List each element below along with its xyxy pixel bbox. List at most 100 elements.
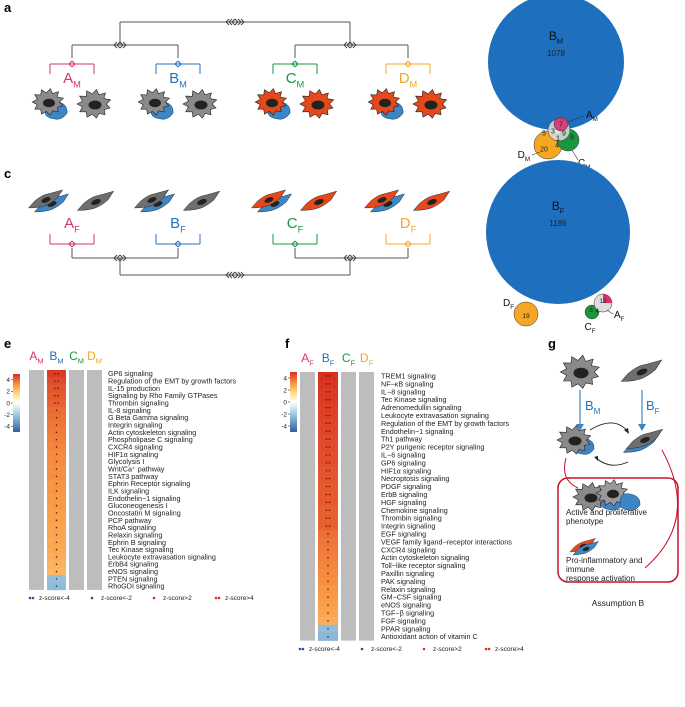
significance-dot bbox=[55, 482, 58, 485]
significance-dot bbox=[327, 588, 329, 591]
heatmap-cell bbox=[318, 435, 338, 444]
significance-dot bbox=[327, 533, 329, 535]
label-sub: F bbox=[411, 225, 417, 235]
significance-dot bbox=[325, 525, 328, 527]
arrow-head bbox=[174, 240, 179, 248]
legend-dot bbox=[214, 596, 218, 600]
nucleus bbox=[147, 197, 157, 203]
heatmap-cell bbox=[318, 466, 338, 475]
label: 1078 bbox=[547, 49, 565, 58]
term-label: PPAR signaling bbox=[381, 624, 430, 633]
heatmap-cell bbox=[318, 522, 338, 531]
fibroblast bbox=[251, 189, 287, 209]
venn-circle bbox=[553, 116, 569, 132]
caption: Assumption B bbox=[592, 598, 645, 608]
group-label: BM bbox=[549, 29, 563, 46]
label-main: B bbox=[322, 351, 330, 365]
term-label: PDGF signaling bbox=[381, 482, 431, 491]
label-main: D bbox=[503, 298, 510, 309]
nucleus bbox=[149, 98, 161, 108]
term-label: RhoGDI signaling bbox=[108, 582, 164, 591]
label: 12 bbox=[599, 298, 607, 305]
significance-dot bbox=[325, 509, 328, 512]
label-sub: M bbox=[594, 407, 601, 416]
arrow-head bbox=[231, 18, 236, 26]
term-label: GP6 signaling bbox=[381, 458, 426, 467]
arrow-head bbox=[177, 60, 182, 68]
arrow-head bbox=[237, 271, 242, 279]
colorbar-tick-label: -2 bbox=[281, 411, 287, 418]
term-label: IL-15 production bbox=[108, 384, 160, 393]
significance-dot bbox=[54, 394, 56, 397]
significance-dot bbox=[54, 387, 56, 390]
significance-dot bbox=[327, 580, 329, 583]
colorbar-tick-label: -4 bbox=[4, 424, 10, 431]
arrow-head bbox=[177, 240, 182, 248]
fibroblast bbox=[28, 189, 64, 209]
significance-dot bbox=[328, 525, 331, 527]
significance-dot bbox=[55, 512, 58, 514]
panel-letter: e bbox=[4, 336, 11, 351]
fibroblast bbox=[412, 190, 451, 211]
heatmap-cell bbox=[47, 384, 66, 393]
term-label: Gluconeogenesis I bbox=[108, 501, 168, 510]
term-label: Signaling by Rho Family GTPases bbox=[108, 391, 218, 400]
fibroblast bbox=[625, 428, 664, 449]
term-label: PTEN signaling bbox=[108, 574, 158, 583]
significance-dot bbox=[54, 372, 56, 375]
term-label: Tec Kinase signaling bbox=[108, 545, 174, 554]
arrow-head bbox=[113, 254, 118, 262]
heatmap-blank bbox=[29, 370, 44, 590]
phenotype-box bbox=[557, 477, 679, 583]
group-label: DM bbox=[87, 349, 102, 366]
term-label: Toll−like receptor signaling bbox=[381, 561, 466, 570]
arrow-head bbox=[113, 41, 118, 49]
arrow-head bbox=[404, 60, 409, 68]
significance-dot bbox=[327, 548, 329, 551]
significance-dot bbox=[328, 517, 331, 519]
legend-dot bbox=[31, 596, 35, 600]
label-main: A bbox=[63, 70, 73, 87]
significance-dot bbox=[57, 402, 59, 404]
significance-dot bbox=[55, 563, 58, 566]
nucleus bbox=[311, 100, 325, 110]
significance-dot bbox=[55, 446, 58, 448]
curved-arrow bbox=[564, 457, 579, 489]
significance-dot bbox=[327, 596, 329, 598]
term-label: ErbB4 signaling bbox=[108, 560, 158, 569]
label: 8 bbox=[570, 135, 574, 142]
term-label: VEGF family ligand−receptor interactions bbox=[381, 537, 512, 546]
significance-dot bbox=[55, 431, 58, 434]
fibroblast bbox=[76, 190, 115, 211]
legend-dot bbox=[360, 647, 364, 651]
phenotype-text: response activation bbox=[566, 574, 635, 583]
colorbar-tick-label: -4 bbox=[281, 423, 287, 430]
significance-dot bbox=[55, 578, 58, 580]
significance-dot bbox=[325, 446, 328, 448]
label-main: A bbox=[586, 110, 593, 121]
arrow-head bbox=[174, 60, 179, 68]
nucleus bbox=[43, 98, 55, 108]
significance-dot bbox=[328, 493, 331, 496]
connector bbox=[571, 149, 579, 161]
group-label: BF bbox=[646, 398, 660, 416]
significance-dot bbox=[55, 585, 58, 588]
significance-dot bbox=[55, 570, 58, 573]
panel-letter: c bbox=[4, 166, 11, 181]
significance-dot bbox=[55, 497, 58, 500]
label-main: B bbox=[585, 398, 594, 413]
colorbar-tick-label: 4 bbox=[283, 375, 287, 382]
label-sub: M bbox=[78, 357, 84, 366]
significance-dot bbox=[328, 485, 331, 488]
significance-dot bbox=[55, 548, 58, 551]
label-main: B bbox=[49, 349, 57, 363]
significance-dot bbox=[328, 414, 331, 417]
fibroblast bbox=[134, 189, 170, 209]
significance-dot bbox=[57, 380, 59, 382]
phenotype-text: Active and proliferative bbox=[566, 508, 647, 517]
significance-dot bbox=[57, 387, 59, 390]
nucleus bbox=[197, 198, 207, 206]
group-label: CF bbox=[584, 322, 595, 335]
arrow-head bbox=[228, 271, 233, 279]
